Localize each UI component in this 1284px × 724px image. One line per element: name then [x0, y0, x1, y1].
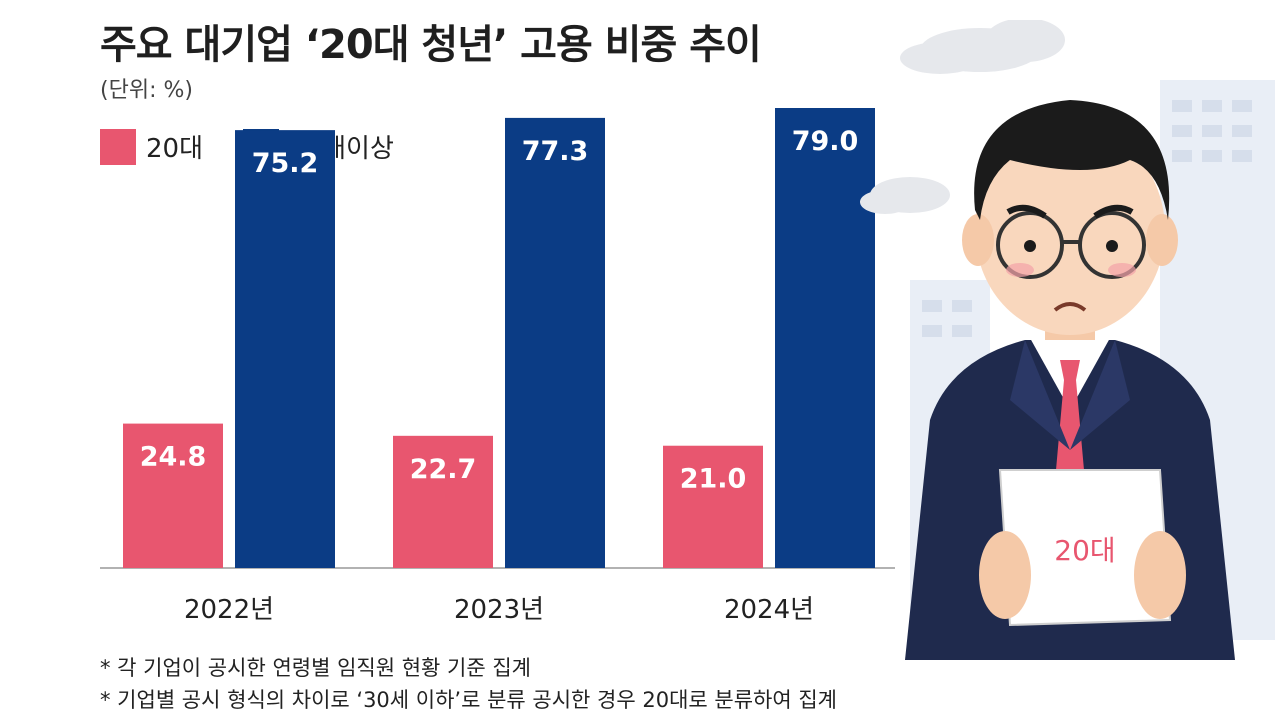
footnote-1: * 각 기업이 공시한 연령별 임직원 현황 기준 집계 — [100, 656, 531, 680]
data-label-20s-2: 21.0 — [680, 464, 747, 495]
cloud-icon — [900, 20, 1065, 74]
bar-30s-plus-0 — [235, 130, 335, 568]
x-tick-label-2: 2024년 — [724, 595, 814, 625]
paper-sheet: 20대 — [998, 469, 1172, 627]
footnote-2: * 기업별 공시 형식의 차이로 ‘30세 이하’로 분류 공시한 경우 20대… — [100, 688, 837, 712]
legend-item-20s: 20대 — [100, 128, 203, 165]
data-label-30s-plus-2: 79.0 — [792, 126, 859, 157]
data-label-20s-1: 22.7 — [410, 454, 477, 485]
data-label-30s-plus-0: 75.2 — [252, 148, 319, 179]
bar-20s-0 — [123, 423, 223, 568]
bar-20s-2 — [663, 445, 763, 568]
bar-chart: 24.8 75.2 2022년 22.7 77.3 2023년 21.0 79.0 2024년 — [100, 108, 895, 625]
x-tick-label-1: 2023년 — [454, 595, 544, 625]
paper-text: 20대 — [1054, 534, 1115, 567]
unit-label: (단위: %) — [100, 78, 193, 103]
data-label-20s-0: 24.8 — [140, 442, 207, 473]
chart-title: 주요 대기업 ‘20대 청년’ 고용 비중 추이 — [100, 22, 762, 68]
bar-30s-plus-1 — [505, 117, 605, 568]
legend-swatch-20s — [100, 128, 136, 165]
cloud-icon — [860, 177, 950, 214]
worried-office-worker-icon: 20대 — [860, 20, 1275, 660]
glasses-icon — [996, 211, 1146, 279]
legend-label-20s: 20대 — [146, 134, 204, 164]
data-label-30s-plus-1: 77.3 — [522, 136, 589, 167]
x-tick-label-0: 2022년 — [184, 595, 274, 625]
bar-30s-plus-2 — [775, 108, 875, 568]
bar-20s-1 — [393, 435, 493, 568]
